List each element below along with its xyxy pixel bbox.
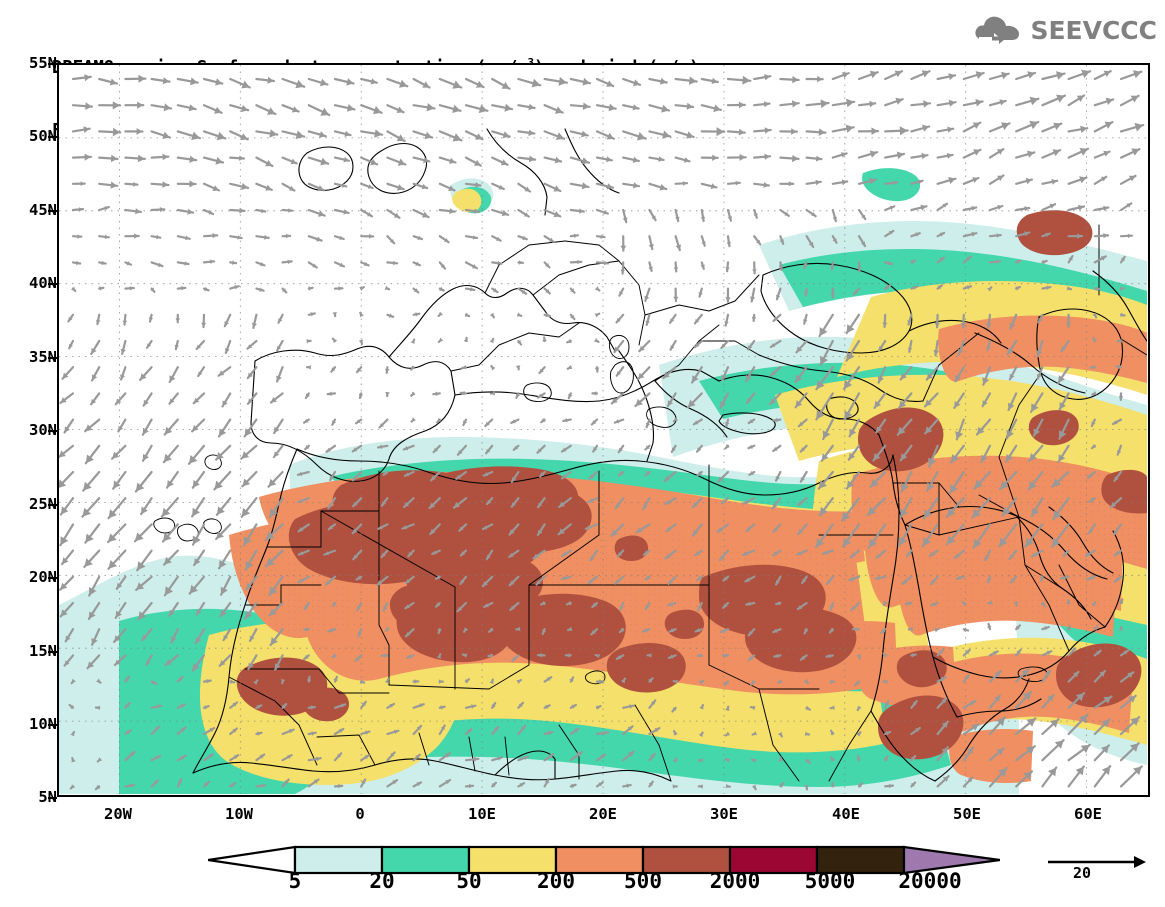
colorbar-seg-5000 [815, 845, 906, 875]
xtick-label-40E: 40E [832, 805, 860, 823]
xtick-label-30E: 30E [710, 805, 738, 823]
xtick-label-0: 0 [355, 805, 365, 823]
wind-reference-arrow [1048, 856, 1146, 868]
colorbar-seg-500 [641, 845, 732, 875]
ytick-label-30N: 30N [29, 421, 57, 439]
ytick-mark [48, 210, 57, 212]
colorbar-area: 5 20 50 200 500 2000 5000 20000 20 [0, 838, 1165, 907]
colorbar-over-arrow [902, 845, 1000, 875]
colorbar-tick-5: 5 [288, 869, 302, 893]
colorbar-tick-20000: 20000 [898, 869, 962, 893]
seevccc-logo: SEEVCCC [972, 14, 1157, 46]
colorbar-tick-20: 20 [369, 869, 395, 893]
xtick-label-20W: 20W [104, 805, 132, 823]
wind-vector-field [59, 69, 1145, 791]
title-units-superscript: 3 [527, 56, 534, 69]
xtick-label-10E: 10E [468, 805, 496, 823]
ytick-mark [48, 357, 57, 359]
xtick-label-20E: 20E [589, 805, 617, 823]
ytick-mark [48, 724, 57, 726]
logo-text: SEEVCCC [1030, 15, 1157, 45]
map-plot-area: 55N 50N 45N 40N 35N 30N 25N 20N 15N 10N … [0, 54, 1165, 823]
ytick-label-15N: 15N [29, 642, 57, 660]
ytick-mark [48, 651, 57, 653]
ytick-label-5N: 5N [38, 788, 57, 806]
ytick-label-40N: 40N [29, 274, 57, 292]
dust-concentration-map [59, 65, 1147, 794]
colorbar-tick-50: 50 [456, 869, 482, 893]
ytick-label-10N: 10N [29, 715, 57, 733]
xtick-label-60E: 60E [1074, 805, 1102, 823]
colorbar-under-arrow [208, 845, 297, 875]
ytick-mark [48, 430, 57, 432]
xtick-label-10W: 10W [225, 805, 253, 823]
ytick-mark [48, 63, 57, 65]
ytick-mark [48, 283, 57, 285]
ytick-mark [48, 136, 57, 138]
colorbar-seg-200 [554, 845, 645, 875]
chart-header: DREAM8-assim: Surface dust concentration… [0, 0, 1165, 141]
ytick-label-25N: 25N [29, 495, 57, 513]
ytick-mark [48, 577, 57, 579]
colorbar-tick-2000: 2000 [709, 869, 761, 893]
contour-band-500 [236, 210, 1147, 760]
ytick-label-50N: 50N [29, 127, 57, 145]
ytick-label-55N: 55N [29, 54, 57, 72]
ytick-label-35N: 35N [29, 348, 57, 366]
cloud-arrow-icon [975, 16, 1020, 45]
colorbar-seg-5 [293, 845, 384, 875]
colorbar[interactable] [208, 845, 1000, 875]
ytick-label-45N: 45N [29, 201, 57, 219]
map-frame [57, 63, 1150, 797]
colorbar-tick-200: 200 [537, 869, 575, 893]
ytick-mark [48, 797, 57, 799]
colorbar-tick-500: 500 [624, 869, 662, 893]
ytick-label-20N: 20N [29, 568, 57, 586]
colorbar-tick-5000: 5000 [804, 869, 856, 893]
xtick-label-50E: 50E [953, 805, 981, 823]
ytick-mark [48, 504, 57, 506]
wind-reference-label: 20 [1073, 864, 1092, 882]
